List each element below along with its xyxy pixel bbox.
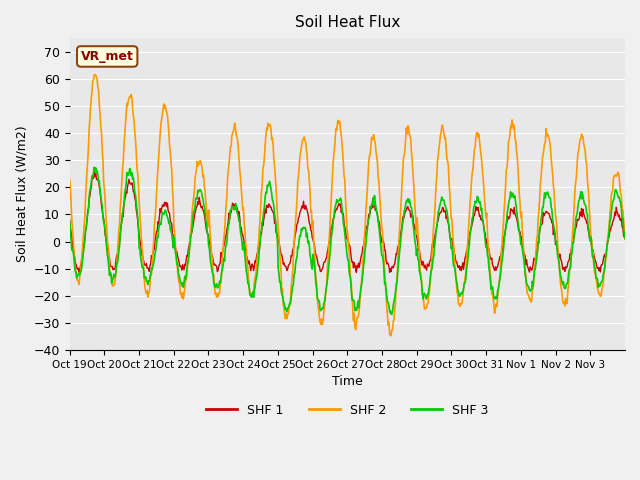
Legend: SHF 1, SHF 2, SHF 3: SHF 1, SHF 2, SHF 3 [201, 399, 494, 422]
SHF 3 [282, 305, 290, 311]
SHF 1 [353, 269, 360, 275]
SHF 1 [90, 170, 98, 176]
Line: SHF 3: SHF 3 [70, 168, 625, 314]
SHF 1 [261, 206, 269, 212]
Text: VR_met: VR_met [81, 50, 134, 63]
X-axis label: Time: Time [332, 375, 363, 388]
SHF 1 [406, 208, 414, 214]
SHF 3 [261, 194, 269, 200]
SHF 2 [406, 132, 414, 138]
Line: SHF 2: SHF 2 [70, 74, 625, 336]
SHF 3 [437, 197, 445, 203]
SHF 1 [234, 207, 241, 213]
SHF 1 [437, 209, 445, 215]
SHF 1 [66, 217, 74, 223]
SHF 2 [90, 72, 98, 77]
SHF 1 [132, 198, 140, 204]
SHF 1 [621, 234, 629, 240]
SHF 3 [66, 218, 74, 224]
SHF 2 [132, 137, 140, 143]
SHF 3 [388, 312, 396, 317]
SHF 2 [387, 333, 395, 338]
SHF 3 [406, 199, 414, 205]
SHF 2 [282, 311, 290, 317]
SHF 2 [437, 129, 445, 135]
SHF 2 [66, 177, 74, 182]
SHF 3 [132, 192, 140, 198]
SHF 1 [282, 264, 290, 270]
SHF 2 [621, 236, 629, 242]
Title: Soil Heat Flux: Soil Heat Flux [294, 15, 400, 30]
SHF 2 [234, 137, 241, 143]
SHF 2 [261, 142, 269, 147]
SHF 3 [90, 165, 98, 170]
SHF 3 [234, 211, 241, 217]
Y-axis label: Soil Heat Flux (W/m2): Soil Heat Flux (W/m2) [15, 126, 28, 263]
Line: SHF 1: SHF 1 [70, 173, 625, 272]
SHF 3 [621, 235, 629, 241]
